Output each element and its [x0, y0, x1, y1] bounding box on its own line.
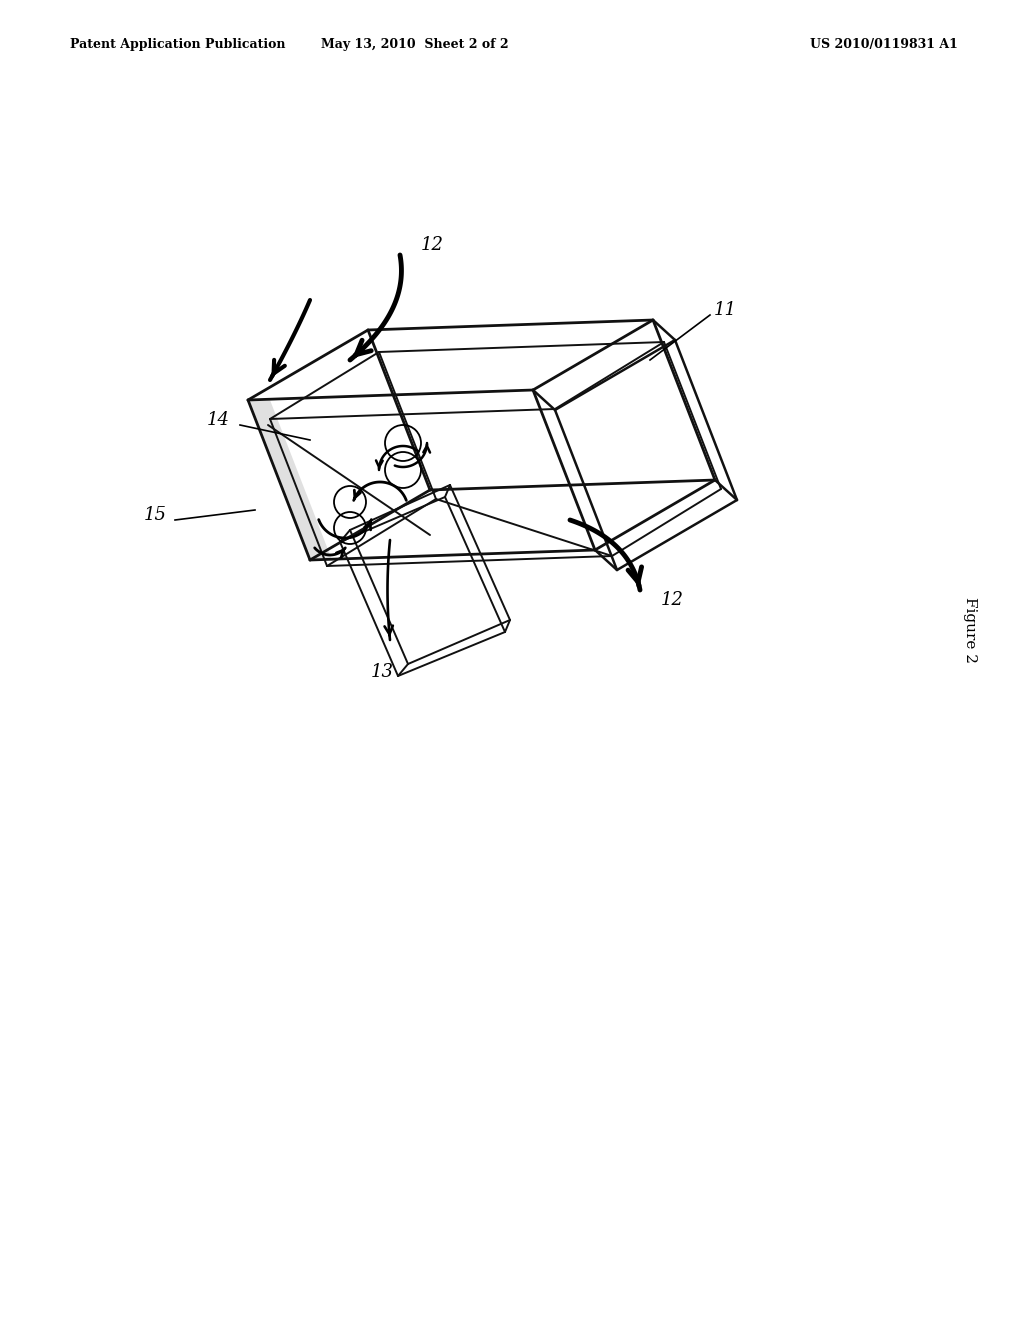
- Text: 12: 12: [421, 236, 443, 253]
- Text: US 2010/0119831 A1: US 2010/0119831 A1: [810, 38, 957, 51]
- Text: 14: 14: [207, 411, 229, 429]
- Text: 13: 13: [371, 663, 393, 681]
- Text: Patent Application Publication: Patent Application Publication: [70, 38, 286, 51]
- Text: May 13, 2010  Sheet 2 of 2: May 13, 2010 Sheet 2 of 2: [322, 38, 509, 51]
- Polygon shape: [248, 400, 332, 560]
- Text: 12: 12: [660, 591, 683, 609]
- Text: 11: 11: [714, 301, 736, 319]
- Text: Figure 2: Figure 2: [963, 597, 977, 663]
- Text: 15: 15: [143, 506, 167, 524]
